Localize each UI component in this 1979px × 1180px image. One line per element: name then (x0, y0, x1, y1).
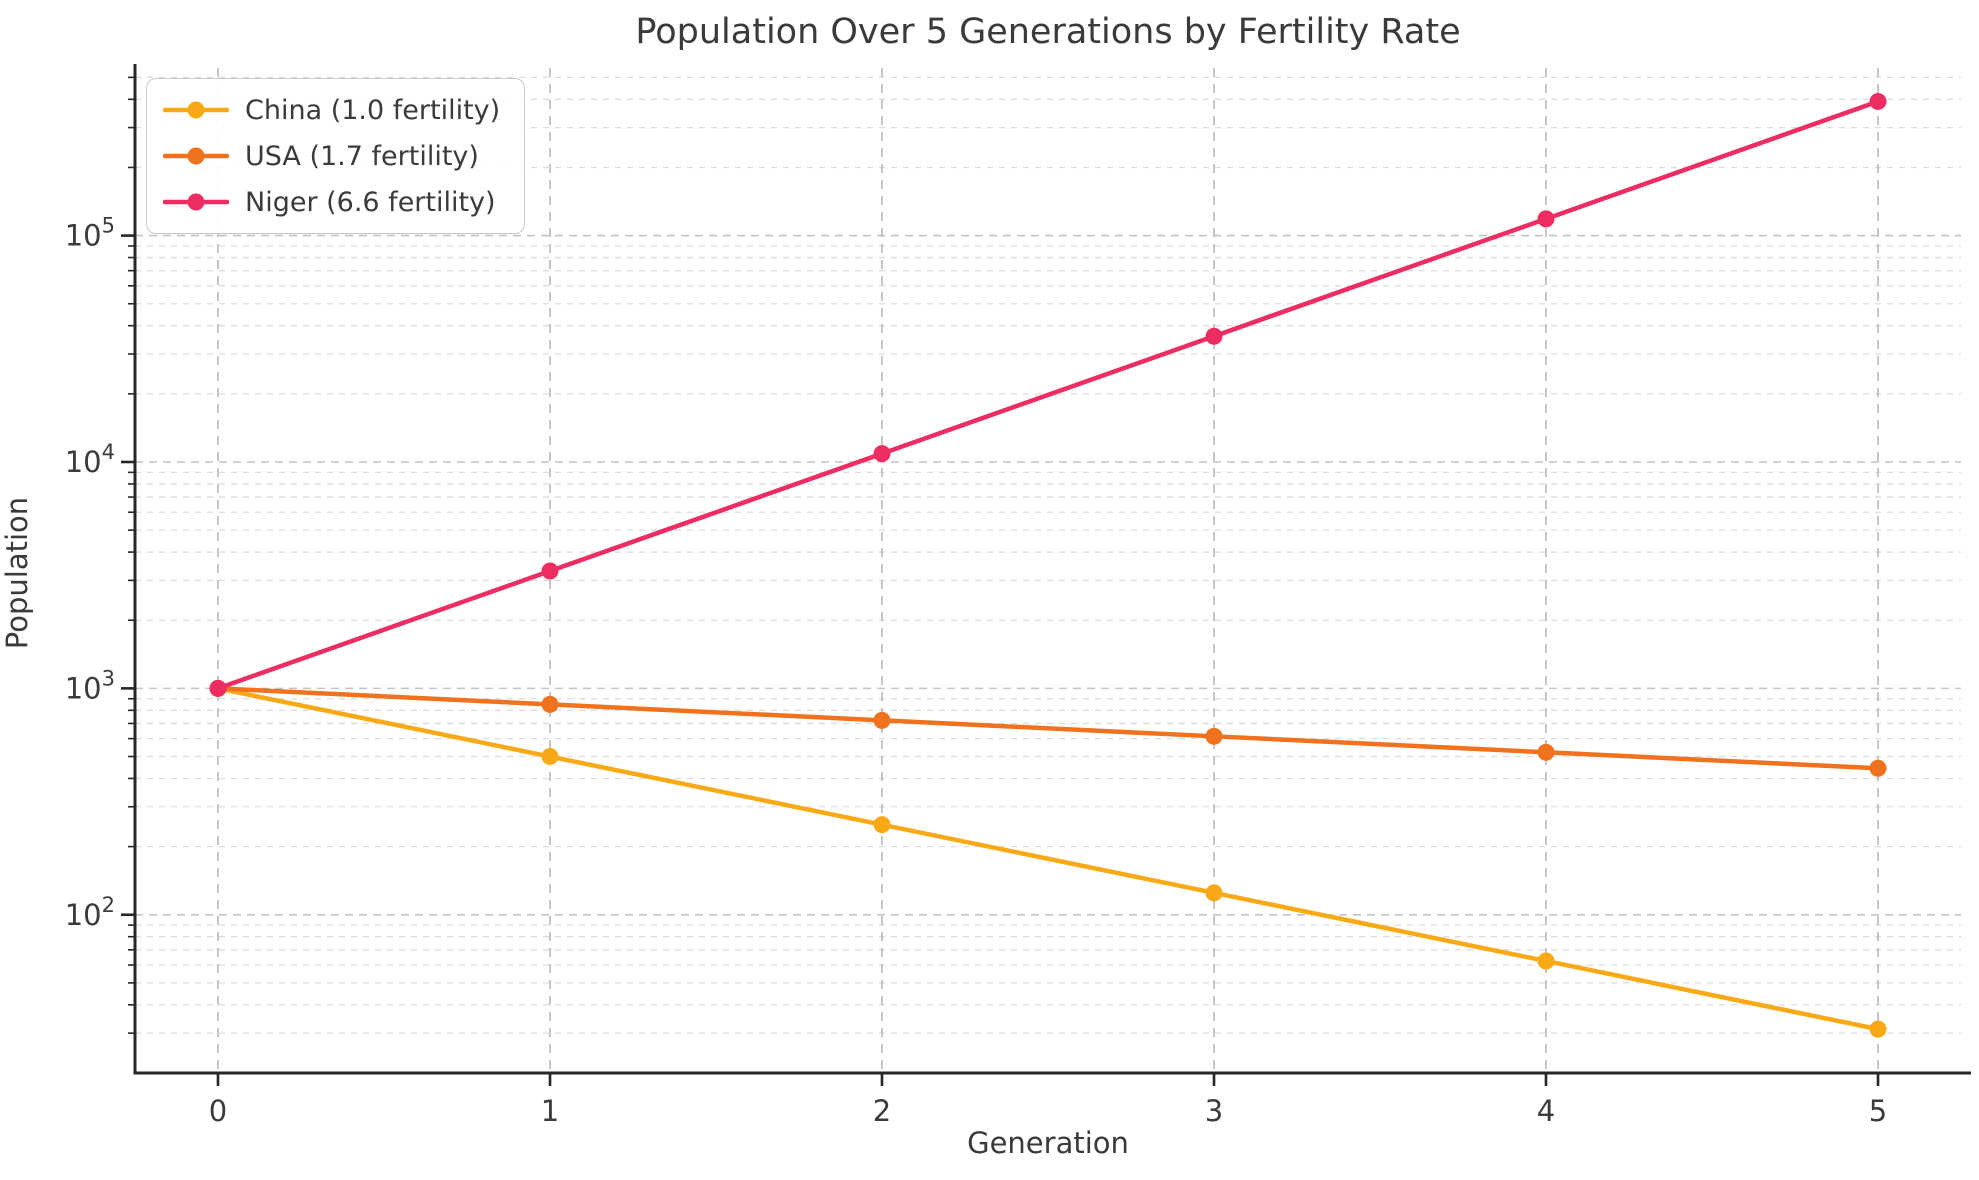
legend-label: Niger (6.6 fertility) (245, 186, 496, 218)
data-point (541, 695, 559, 713)
series-line (215, 686, 1881, 771)
y-tick-label: 105 (65, 214, 115, 253)
data-point (1205, 327, 1223, 345)
data-point (1537, 952, 1555, 970)
series-china (209, 679, 1887, 1038)
data-point (873, 711, 891, 729)
y-tick-label: 102 (65, 893, 115, 932)
data-point (1205, 884, 1223, 902)
data-point (873, 816, 891, 834)
legend: China (1.0 fertility) USA (1.7 fertility)… (146, 78, 526, 234)
data-point (1869, 1020, 1887, 1038)
legend-label: USA (1.7 fertility) (245, 140, 479, 172)
data-point (1869, 92, 1887, 110)
tick-labels: 102 103 104 105 0 1 2 3 4 5 (65, 214, 1888, 1128)
data-point (541, 748, 559, 766)
series-line (215, 99, 1881, 691)
data-point (1205, 727, 1223, 745)
axis-ticks (121, 76, 1880, 1086)
x-tick-label: 1 (541, 1094, 559, 1128)
data-point (209, 679, 227, 697)
series-niger (209, 92, 1887, 697)
y-tick-label: 104 (65, 440, 115, 479)
x-tick-label: 2 (873, 1094, 891, 1128)
legend-swatch (163, 193, 229, 211)
x-tick-label: 0 (209, 1094, 227, 1128)
y-tick-label: 103 (65, 666, 115, 705)
x-tick-label: 3 (1205, 1094, 1223, 1128)
legend-swatch (163, 101, 229, 119)
data-point (1537, 743, 1555, 761)
series-usa (209, 679, 1887, 777)
legend-item: China (1.0 fertility) (163, 89, 500, 131)
legend-item: Niger (6.6 fertility) (163, 181, 500, 223)
x-axis-label: Generation (967, 1126, 1129, 1160)
y-axis-label: Population (0, 496, 34, 650)
data-point (1869, 759, 1887, 777)
chart-title: Population Over 5 Generations by Fertili… (635, 12, 1461, 52)
legend-label: China (1.0 fertility) (245, 94, 501, 126)
legend-swatch (163, 147, 229, 165)
series-line (215, 686, 1881, 1032)
axes-spines (133, 64, 1971, 1075)
x-tick-label: 5 (1869, 1094, 1887, 1128)
data-point (1537, 210, 1555, 228)
data-point (541, 562, 559, 580)
data-point (873, 445, 891, 463)
x-tick-label: 4 (1537, 1094, 1555, 1128)
grid-major (135, 68, 1961, 1073)
legend-item: USA (1.7 fertility) (163, 135, 500, 177)
